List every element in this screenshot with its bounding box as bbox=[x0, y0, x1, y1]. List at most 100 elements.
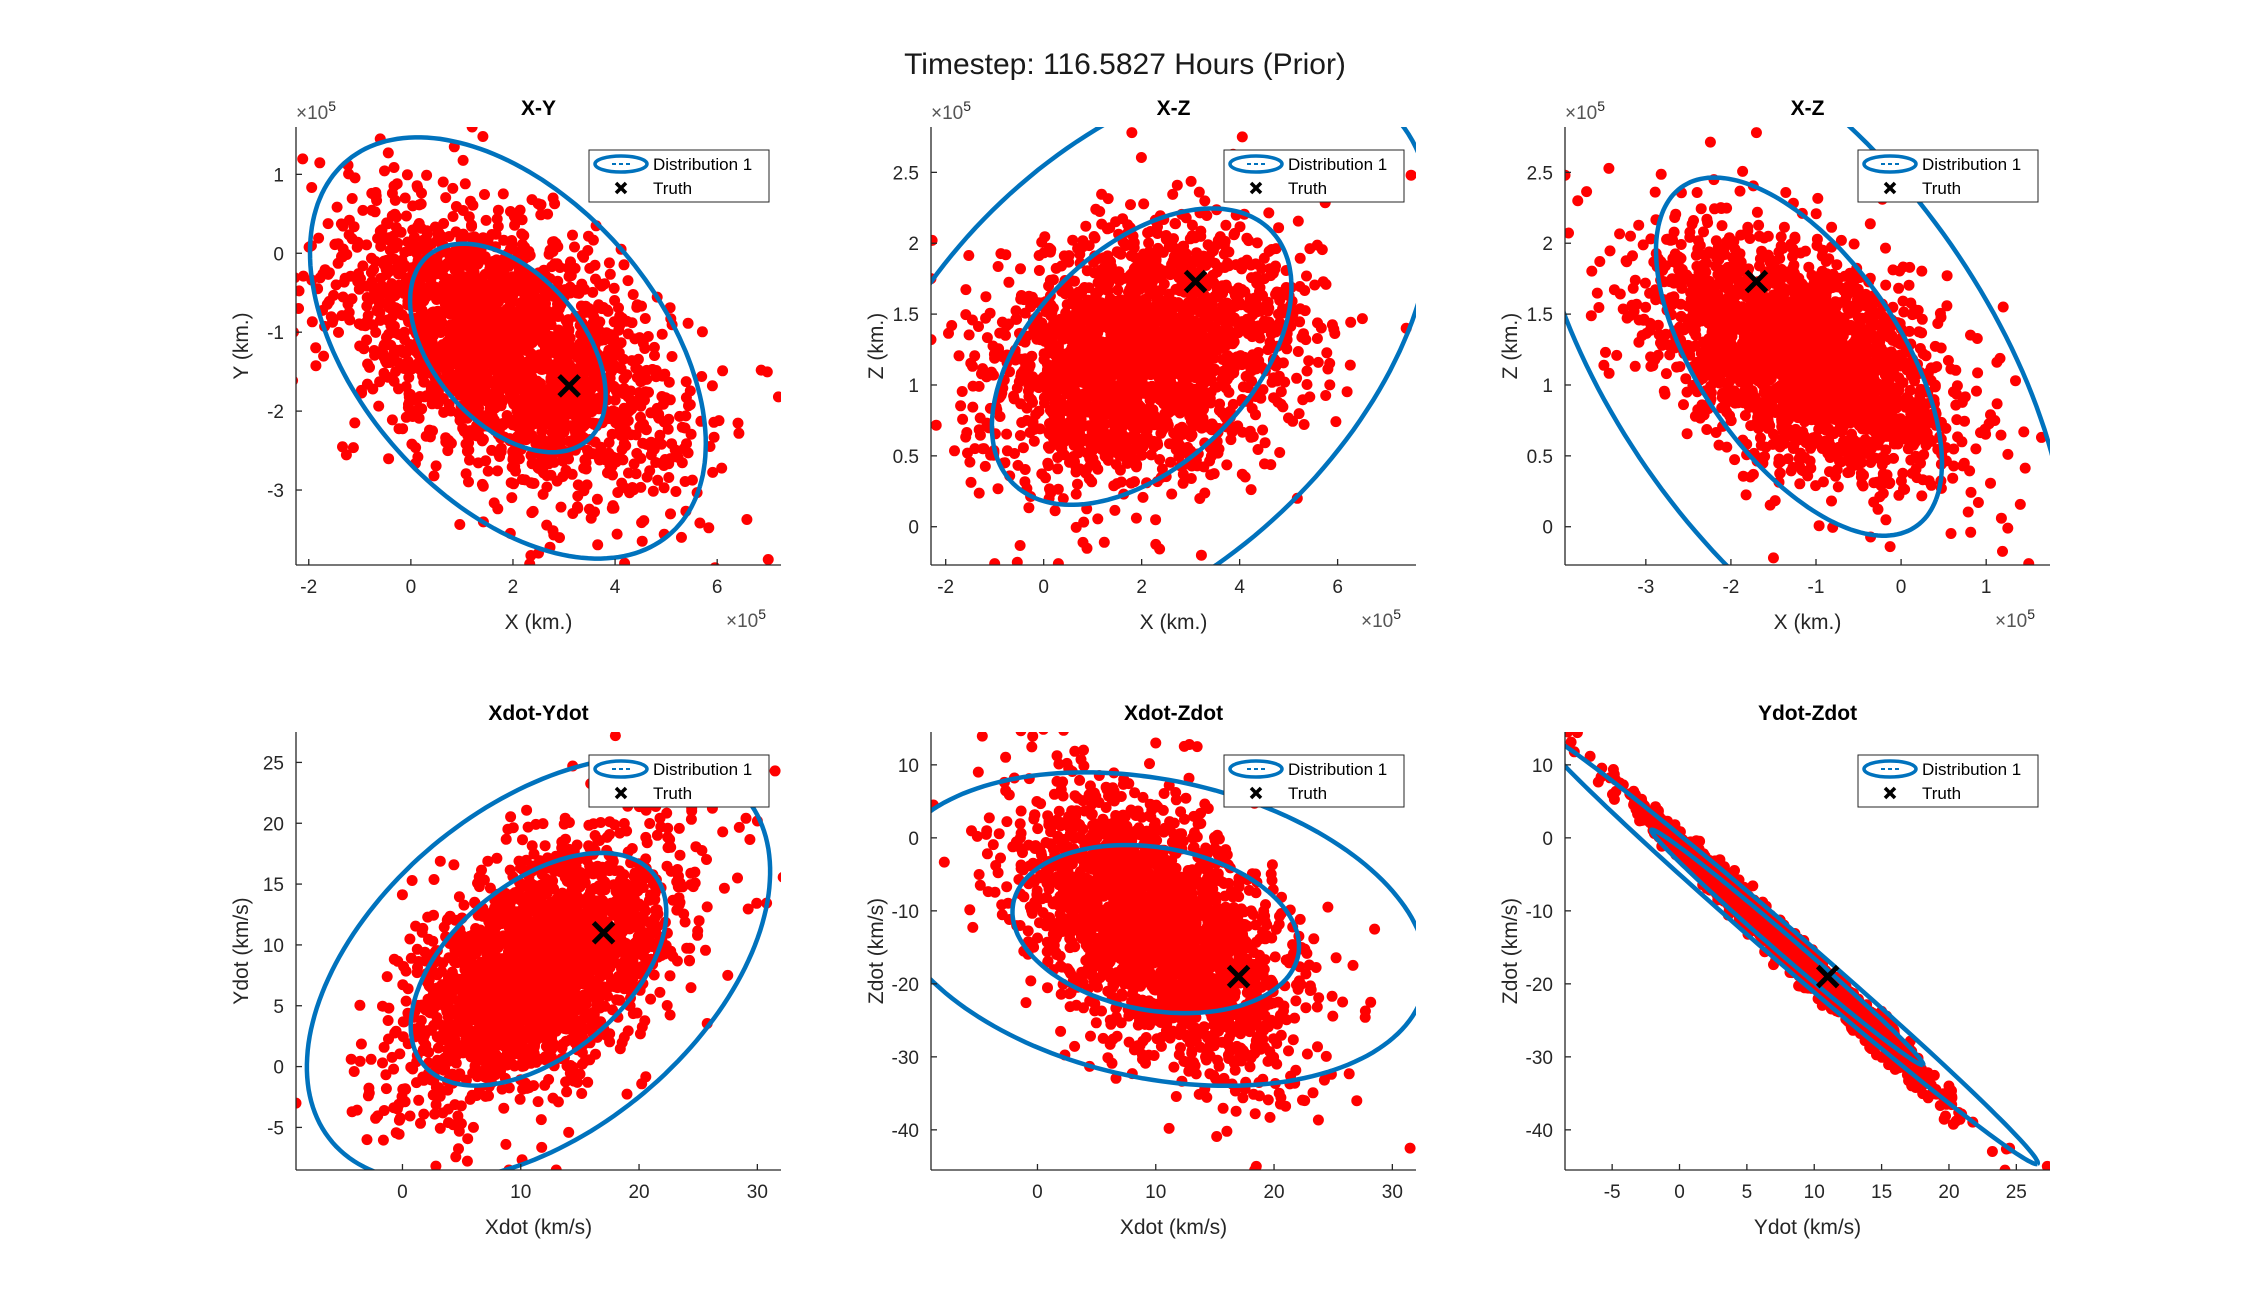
sample-point bbox=[589, 436, 601, 448]
sample-point bbox=[833, 383, 844, 394]
sample-point bbox=[277, 191, 288, 202]
sample-point bbox=[1045, 337, 1057, 349]
y-axis-label: Y (km.) bbox=[230, 312, 253, 379]
sample-point bbox=[607, 469, 618, 481]
sample-point bbox=[537, 437, 549, 449]
sample-point bbox=[1270, 260, 1281, 272]
y-tick-label: 1.5 bbox=[893, 305, 919, 326]
sample-point bbox=[534, 391, 545, 403]
sample-point bbox=[1166, 235, 1178, 247]
sample-point bbox=[685, 428, 697, 440]
sample-point bbox=[1086, 476, 1098, 488]
sample-point bbox=[1155, 373, 1167, 385]
sample-point bbox=[470, 332, 482, 344]
sample-point bbox=[500, 382, 512, 394]
samples bbox=[833, 131, 1368, 565]
sample-point bbox=[1301, 270, 1312, 282]
sample-point bbox=[1057, 355, 1069, 367]
sample-point bbox=[1195, 225, 1207, 237]
sample-point bbox=[1145, 413, 1156, 425]
sample-point bbox=[1067, 234, 1079, 246]
sample-point bbox=[1104, 369, 1116, 381]
sample-point bbox=[558, 397, 569, 408]
sample-point bbox=[1063, 250, 1075, 262]
sample-point bbox=[557, 471, 569, 482]
sample-point bbox=[1216, 406, 1228, 418]
sample-point bbox=[1027, 380, 1039, 392]
sample-point bbox=[663, 376, 675, 388]
sample-point bbox=[978, 443, 990, 455]
sample-point bbox=[1218, 299, 1230, 311]
sample-point bbox=[1271, 375, 1283, 387]
sample-point bbox=[1060, 307, 1072, 319]
sample-point bbox=[1081, 463, 1093, 475]
sample-point bbox=[506, 235, 518, 246]
sample-point bbox=[376, 280, 388, 292]
sample-point bbox=[1245, 431, 1257, 443]
sample-point bbox=[1003, 318, 1015, 330]
sample-point bbox=[536, 321, 547, 333]
sample-point bbox=[706, 380, 718, 392]
sample-point bbox=[524, 378, 536, 390]
sample-point bbox=[366, 252, 377, 264]
sample-point bbox=[1155, 284, 1167, 296]
sample-point bbox=[1150, 310, 1162, 321]
sample-point bbox=[491, 213, 503, 225]
sample-point bbox=[1016, 353, 1028, 365]
sample-point bbox=[618, 259, 630, 271]
sample-point bbox=[1246, 403, 1258, 414]
sample-point bbox=[1243, 322, 1255, 334]
sample-point bbox=[440, 192, 452, 204]
sample-point bbox=[486, 229, 498, 240]
sample-point bbox=[1130, 512, 1142, 524]
sample-point bbox=[1058, 449, 1070, 461]
sample-point bbox=[592, 539, 604, 551]
sample-point bbox=[1268, 392, 1280, 404]
sample-point bbox=[561, 345, 573, 357]
sample-point bbox=[1405, 169, 1416, 181]
sample-point bbox=[1144, 360, 1156, 372]
sample-point bbox=[502, 333, 514, 345]
sample-point bbox=[411, 180, 423, 192]
sample-point bbox=[1001, 428, 1013, 440]
sample-point bbox=[1222, 257, 1233, 269]
sample-point bbox=[1188, 335, 1200, 346]
sample-point bbox=[388, 162, 400, 173]
sample-point bbox=[666, 351, 678, 362]
legend-truth-icon bbox=[1249, 181, 1263, 195]
x-tick-label: 4 bbox=[610, 577, 621, 598]
sample-point bbox=[1130, 301, 1142, 313]
sample-point bbox=[1204, 396, 1216, 408]
sample-point bbox=[1104, 315, 1116, 327]
sample-point bbox=[708, 416, 720, 428]
sample-point bbox=[376, 224, 388, 236]
sample-point bbox=[1131, 391, 1143, 403]
sample-point bbox=[1208, 468, 1220, 480]
sample-point bbox=[513, 403, 525, 415]
sample-point bbox=[1111, 413, 1123, 425]
sample-point bbox=[628, 484, 640, 496]
sample-point bbox=[1344, 359, 1356, 371]
sample-point bbox=[352, 236, 364, 248]
sample-point bbox=[352, 276, 364, 288]
sample-point bbox=[437, 339, 449, 351]
sample-point bbox=[464, 454, 475, 466]
sample-point bbox=[476, 435, 488, 447]
sample-point bbox=[616, 477, 628, 489]
sample-point bbox=[1019, 476, 1031, 488]
sample-point bbox=[1055, 401, 1067, 412]
sample-point bbox=[516, 238, 528, 250]
sample-point bbox=[467, 322, 479, 334]
sample-point bbox=[1236, 468, 1248, 480]
sample-point bbox=[658, 482, 670, 494]
sample-point bbox=[1269, 322, 1281, 334]
sample-point bbox=[444, 370, 456, 382]
figure-title: Timestep: 116.5827 Hours (Prior) bbox=[904, 48, 1346, 81]
sample-point bbox=[501, 410, 513, 421]
sample-point bbox=[396, 254, 408, 266]
sample-point bbox=[1165, 456, 1176, 468]
sample-point bbox=[465, 195, 476, 207]
sample-point bbox=[343, 229, 355, 241]
sample-point bbox=[528, 457, 540, 469]
